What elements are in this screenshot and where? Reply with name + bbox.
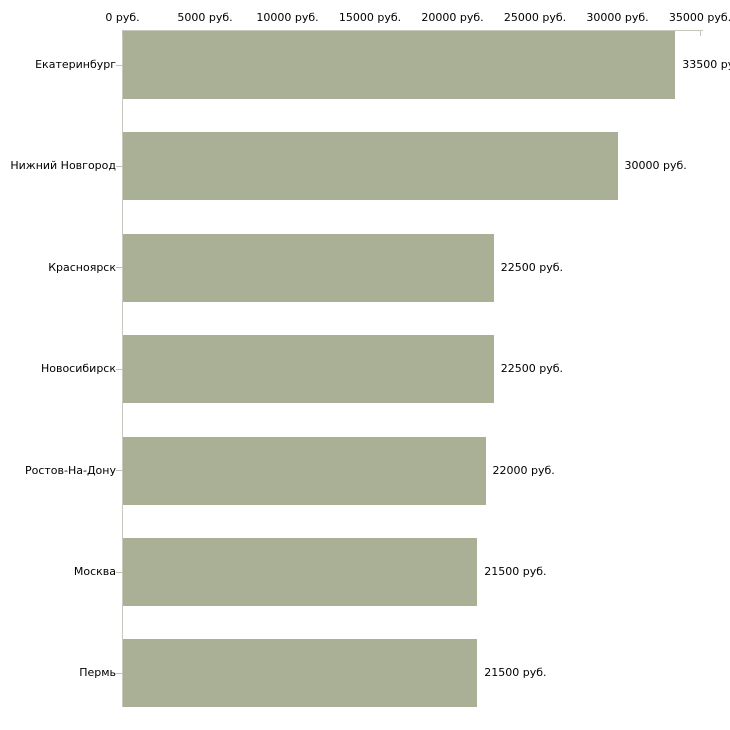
- x-axis-tick-label: 10000 руб.: [256, 11, 319, 24]
- bar-6: [122, 639, 478, 708]
- bar-0: [122, 31, 676, 99]
- value-label: 21500 руб.: [484, 666, 547, 680]
- value-label: 22500 руб.: [500, 260, 564, 274]
- value-label: 33500 руб.: [682, 58, 730, 71]
- category-label: Ростов-На-Дону: [24, 463, 116, 477]
- y-axis-tick: [115, 64, 123, 66]
- x-axis-tick-label: 15000 руб.: [338, 11, 402, 24]
- y-axis-tick: [115, 571, 123, 573]
- y-axis-tick: [115, 368, 123, 370]
- x-axis-tick-label: 35000 руб.: [668, 11, 730, 24]
- category-label: Москва: [73, 565, 116, 578]
- x-axis-tick-label: 0 руб.: [105, 11, 140, 24]
- category-label: Пермь: [79, 666, 116, 680]
- value-label: 21500 руб.: [484, 565, 547, 578]
- x-axis-tick-label: 25000 руб.: [503, 11, 567, 24]
- x-axis-tick-label: 30000 руб.: [586, 11, 649, 24]
- x-axis-tick: [699, 31, 701, 36]
- category-label: Новосибирск: [40, 362, 116, 376]
- value-label: 22500 руб.: [500, 362, 564, 376]
- bar-4: [122, 436, 486, 505]
- x-axis-line: [122, 30, 703, 31]
- bar-2: [122, 233, 494, 302]
- x-axis-tick-label: 5000 руб.: [177, 11, 233, 24]
- category-label: Красноярск: [48, 260, 116, 274]
- y-axis-tick: [115, 470, 123, 472]
- value-label: 30000 руб.: [624, 159, 687, 173]
- bar-3: [122, 335, 494, 404]
- x-axis-tick-label: 20000 руб.: [421, 11, 484, 24]
- y-axis-tick: [115, 165, 123, 167]
- bar-1: [122, 132, 618, 201]
- value-label: 22000 руб.: [492, 463, 555, 477]
- bar-5: [122, 538, 478, 606]
- category-label: Нижний Новгород: [10, 159, 116, 173]
- y-axis-tick: [115, 672, 123, 674]
- category-label: Екатеринбург: [35, 58, 116, 71]
- y-axis-tick: [115, 267, 123, 269]
